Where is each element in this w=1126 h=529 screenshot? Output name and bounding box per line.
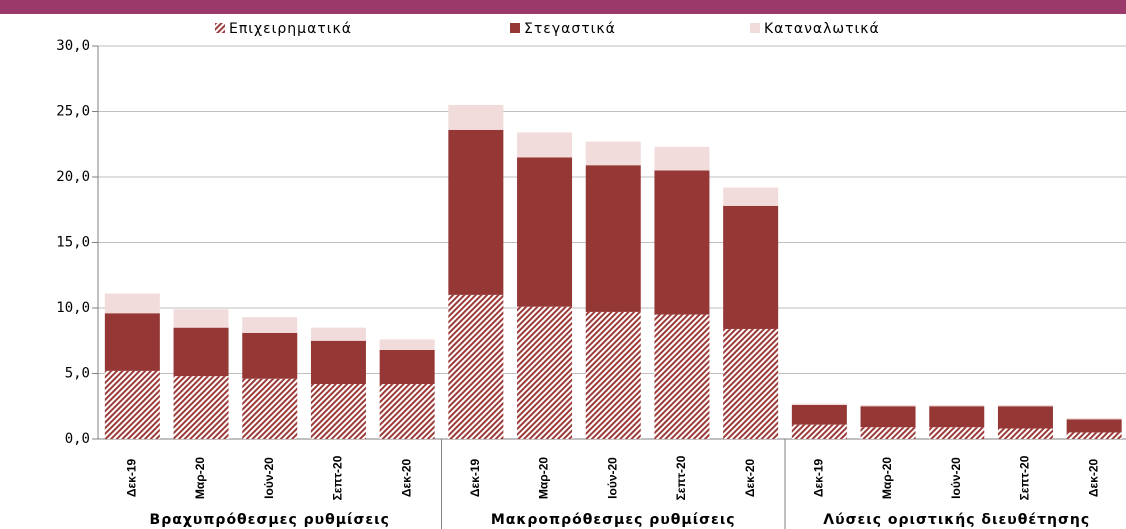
bar-segment [860,406,916,428]
bar-segment [379,383,435,439]
bar-segment [997,404,1053,407]
x-tick-label: Δεκ-20 [743,458,757,497]
x-tick-label: Ιούν-20 [949,457,963,499]
x-tick-label: Μαρ-20 [193,457,207,499]
bar-segment [173,309,229,328]
bar-segment [723,187,779,206]
bar-segment [448,129,504,295]
bar-segment [585,311,641,439]
bar-segment [723,205,779,329]
legend-swatch [510,23,520,33]
bar-segment [791,403,847,405]
bar-segment [585,141,641,166]
bar-segment [791,404,847,425]
x-tick-label: Δεκ-19 [125,458,139,497]
y-tick-label: 0,0 [65,431,90,447]
bar-segment [517,132,573,158]
bar-segment [1066,432,1122,439]
x-tick-label: Ιούν-20 [605,457,619,499]
bar-segment [517,306,573,439]
y-tick-label: 20,0 [56,169,90,185]
bar-segment [104,313,160,371]
bar-segment [242,332,298,379]
bar-segment [448,104,504,130]
bar-segment [860,427,916,439]
bar-segment [997,428,1053,439]
bar-segment [242,317,298,333]
bar-segment [310,340,366,384]
x-tick-label: Μαρ-20 [880,457,894,499]
bar-segment [929,406,985,428]
x-tick-label: Ιούν-20 [262,457,276,499]
bar-segment [173,376,229,439]
bar-segment [104,370,160,439]
x-tick-label: Δεκ-20 [399,458,413,497]
bar-segment [654,146,710,171]
x-tick-label: Σεπτ-20 [331,455,345,500]
bar-segment [791,424,847,439]
x-tick-label: Σεπτ-20 [1018,455,1032,500]
y-tick-label: 5,0 [65,366,90,382]
bar-segment [173,327,229,377]
x-tick-label: Δεκ-19 [468,458,482,497]
bar-segment [517,157,573,307]
legend-swatch [750,23,760,33]
y-tick-label: 30,0 [56,38,90,54]
bar-segment [379,339,435,350]
bar-segment [310,327,366,341]
bar-segment [1066,419,1122,433]
legend-label: Καταναλωτικά [764,21,880,37]
bar-segment [860,404,916,407]
bar-segment [654,170,710,315]
y-tick-label: 25,0 [56,104,90,120]
bar-segment [310,383,366,439]
bar-segment [379,349,435,384]
group-label: Λύσεις οριστικής διευθέτησης [823,512,1090,528]
x-tick-label: Δεκ-19 [812,458,826,497]
header-band [0,0,1126,14]
bar-segment [104,293,160,314]
bar-segment [929,404,985,407]
group-label: Βραχυπρόθεσμες ρυθμίσεις [150,512,390,528]
bar-segment [929,427,985,439]
legend-swatch [215,23,225,33]
legend-label: Επιχειρηματικά [229,21,352,37]
bar-segment [723,328,779,439]
bar-segment [448,294,504,439]
x-tick-label: Μαρ-20 [537,457,551,499]
y-tick-label: 15,0 [56,235,90,251]
y-tick-label: 10,0 [56,300,90,316]
x-tick-label: Σεπτ-20 [674,455,688,500]
group-label: Μακροπρόθεσμες ρυθμίσεις [491,512,736,528]
legend-label: Στεγαστικά [524,21,616,37]
bar-segment [585,165,641,312]
bar-segment [1066,418,1122,420]
bar-segment [997,406,1053,429]
x-tick-label: Δεκ-20 [1086,458,1100,497]
bar-segment [242,378,298,439]
bar-segment [654,314,710,439]
